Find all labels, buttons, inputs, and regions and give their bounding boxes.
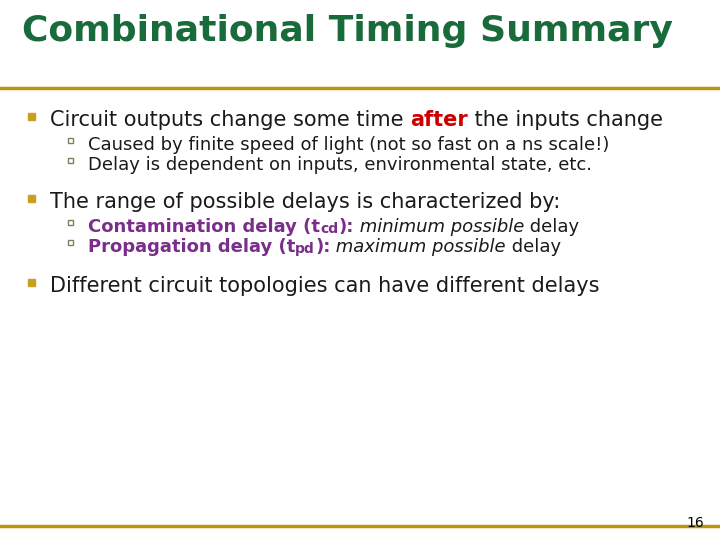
Text: ):: ): [315, 238, 330, 256]
Text: pd: pd [295, 242, 315, 256]
Text: 16: 16 [686, 516, 704, 530]
Text: The range of possible delays is characterized by:: The range of possible delays is characte… [50, 192, 560, 212]
Text: Delay is dependent on inputs, environmental state, etc.: Delay is dependent on inputs, environmen… [88, 156, 592, 174]
Bar [28, 113, 35, 120]
Text: Circuit outputs change some time: Circuit outputs change some time [50, 110, 410, 130]
Text: maximum possible: maximum possible [330, 238, 506, 256]
Text: delay: delay [524, 218, 579, 236]
Text: Different circuit topologies can have different delays: Different circuit topologies can have di… [50, 276, 600, 296]
Bar [28, 195, 35, 202]
Text: cd: cd [320, 222, 338, 236]
Bar [28, 279, 35, 286]
Text: delay: delay [506, 238, 562, 256]
Text: minimum possible: minimum possible [354, 218, 524, 236]
Text: the inputs change: the inputs change [468, 110, 663, 130]
Text: Contamination delay (t: Contamination delay (t [88, 218, 320, 236]
Text: Combinational Timing Summary: Combinational Timing Summary [22, 14, 673, 48]
Text: Caused by finite speed of light (not so fast on a ns scale!): Caused by finite speed of light (not so … [88, 136, 609, 154]
Text: Propagation delay (t: Propagation delay (t [88, 238, 295, 256]
Text: ):: ): [338, 218, 354, 236]
Text: after: after [410, 110, 468, 130]
